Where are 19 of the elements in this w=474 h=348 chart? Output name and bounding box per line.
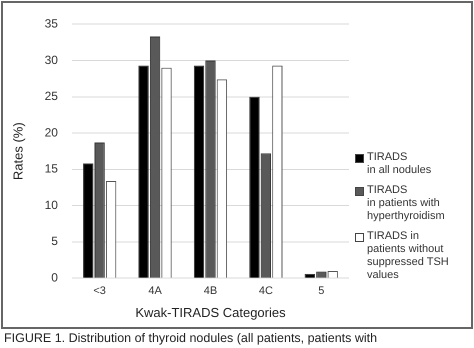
- y-tick-label: 25: [44, 89, 58, 104]
- y-axis-title: Rates (%): [10, 122, 26, 180]
- caption: FIGURE 1. Distribution of thyroid nodules (all patients, patients with: [4, 331, 378, 345]
- x-tick-label: 4B: [204, 284, 218, 297]
- y-tick-label: 0: [51, 270, 58, 285]
- y-tick-label: 35: [44, 16, 58, 31]
- x-tick-label: <3: [93, 284, 106, 297]
- y-tick-label: 30: [44, 52, 58, 67]
- legend-label: TIRADS in patients with hyperthyroidism: [367, 184, 445, 223]
- y-tick-label: 15: [44, 162, 58, 176]
- y-tick-label: 20: [44, 125, 58, 140]
- x-tick-label: 5: [318, 284, 324, 297]
- x-axis-title: Kwak-TIRADS Categories: [135, 304, 286, 320]
- y-tick-label: 5: [51, 234, 58, 248]
- text: TIRADS in patients without suppressed TSH values: [367, 230, 449, 282]
- legend-label: TIRADS in all nodules: [367, 151, 432, 177]
- x-tick-label: 4A: [148, 284, 162, 297]
- x-tick-label: 4C: [258, 284, 273, 297]
- y-tick-label: 10: [44, 198, 58, 212]
